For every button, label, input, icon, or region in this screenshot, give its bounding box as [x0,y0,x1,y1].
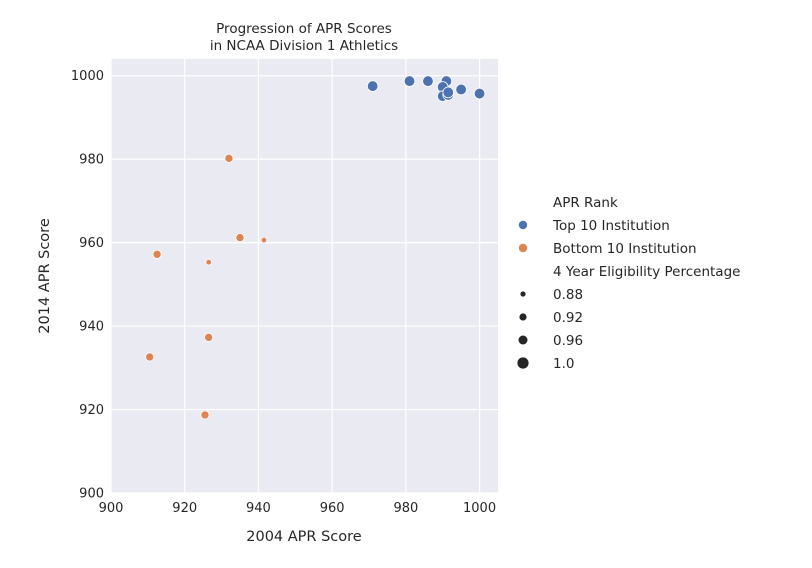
legend-size-label-096: 0.96 [553,333,583,349]
legend-hue-title: APR Rank [553,195,618,211]
x-axis-ticks: 900 920 940 960 980 1000 [99,501,497,516]
top-10-data-point [442,86,454,99]
y-tick-label: 1000 [71,69,104,84]
plot-background [111,59,498,493]
data-points [145,75,486,420]
bottom-10-data-point [152,249,162,259]
bottom-10-data-point [205,258,212,266]
x-tick-label: 900 [99,501,124,516]
legend-size-title: 4 Year Eligibility Percentage [553,264,740,280]
bottom-10-data-point [200,410,210,420]
x-tick-label: 960 [320,501,345,516]
legend-size-label-100: 1.0 [553,356,574,372]
y-tick-label: 900 [79,487,104,502]
bottom-10-data-point [145,352,155,362]
y-axis-title: 2014 APR Score [37,218,53,334]
legend-size-label-088: 0.88 [553,287,583,303]
x-tick-label: 1000 [463,501,496,516]
legend-label-bottom-10: Bottom 10 Institution [553,241,697,257]
legend-marker-top-10 [518,219,529,230]
top-10-data-point [455,83,467,96]
legend-size-marker-092 [519,313,527,321]
y-tick-label: 960 [79,236,104,251]
bottom-10-data-point [235,233,245,243]
x-tick-label: 980 [393,501,418,516]
legend-size-label-092: 0.92 [553,310,583,326]
top-10-data-point [422,75,434,87]
bottom-10-data-point [224,153,234,163]
legend-label-top-10: Top 10 Institution [552,218,670,234]
legend-size-marker-096 [518,335,528,345]
y-tick-label: 920 [79,403,104,418]
x-tick-label: 940 [246,501,271,516]
bottom-10-data-point [204,332,214,342]
legend-size-marker-100 [517,357,529,369]
chart-title-line-2: in NCAA Division 1 Athletics [210,38,398,54]
grid-lines [110,59,498,494]
x-axis-title: 2004 APR Score [246,529,362,545]
y-axis-ticks: 900 920 940 960 980 1000 [71,69,104,501]
legend-marker-bottom-10 [518,242,529,253]
bottom-10-data-point [260,236,268,244]
y-tick-label: 980 [79,153,104,168]
legend: APR Rank Top 10 Institution Bottom 10 In… [517,195,740,372]
legend-size-marker-088 [520,291,526,297]
chart-title-line-1: Progression of APR Scores [216,21,392,37]
top-10-data-point [366,80,379,92]
plot-area [110,59,498,494]
top-10-data-point [473,87,486,100]
x-tick-label: 920 [172,501,197,516]
top-10-data-point [403,75,416,87]
y-tick-label: 940 [79,320,104,335]
